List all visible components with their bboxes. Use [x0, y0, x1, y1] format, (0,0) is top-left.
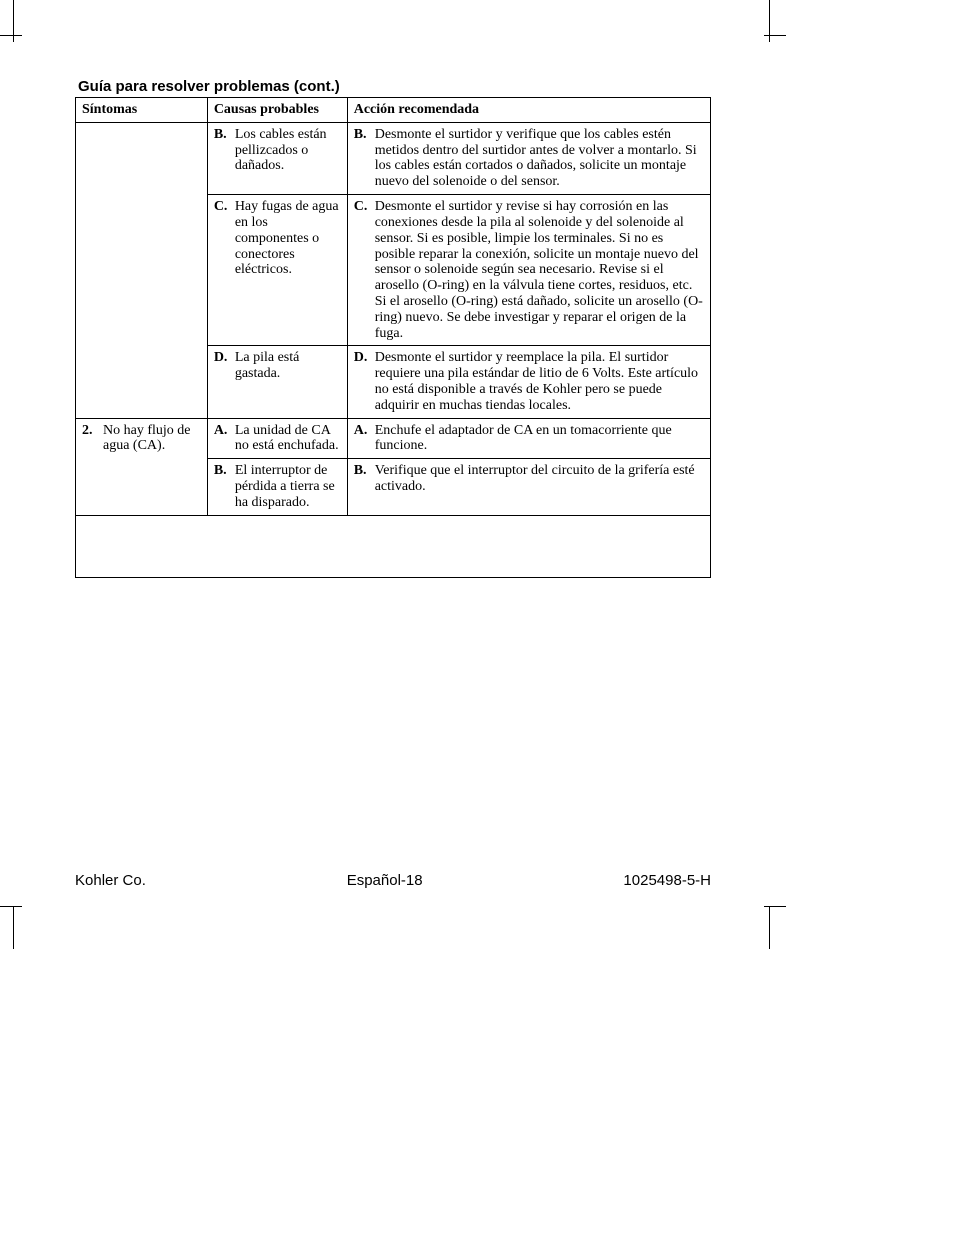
cause-text: El interruptor de pérdida a tierra se ha… [235, 463, 341, 510]
header-symptoms: Síntomas [76, 98, 208, 123]
action-marker: B. [354, 127, 371, 190]
table-row: B.Los cables están pellizcados o dañados… [76, 122, 711, 194]
table-row-empty [76, 515, 711, 577]
symptom-text: No hay flujo de agua (CA). [103, 423, 201, 455]
header-causes: Causas probables [207, 98, 347, 123]
action-text: Enchufe el adaptador de CA en un tomacor… [375, 423, 704, 455]
symptom-marker: 2. [82, 423, 99, 455]
cause-marker: D. [214, 350, 231, 382]
action-marker: D. [354, 350, 371, 413]
table-row: 2.No hay flujo de agua (CA). A.La unidad… [76, 418, 711, 459]
cause-marker: C. [214, 199, 231, 278]
action-text: Verifique que el interruptor del circuit… [375, 463, 704, 495]
action-text: Desmonte el surtidor y reemplace la pila… [375, 350, 704, 413]
action-text: Desmonte el surtidor y verifique que los… [375, 127, 704, 190]
footer-left: Kohler Co. [75, 872, 146, 889]
cause-marker: B. [214, 127, 231, 174]
footer-right: 1025498-5-H [623, 872, 711, 889]
cause-text: Los cables están pellizcados o dañados. [235, 127, 341, 174]
cause-text: Hay fugas de agua en los componentes o c… [235, 199, 341, 278]
footer-center: Español-18 [347, 872, 423, 889]
page-title: Guía para resolver problemas (cont.) [75, 78, 711, 95]
action-marker: B. [354, 463, 371, 495]
action-text: Desmonte el surtidor y revise si hay cor… [375, 199, 704, 341]
cause-text: La unidad de CA no está enchufada. [235, 423, 341, 455]
header-action: Acción recomendada [347, 98, 710, 123]
page-footer: Kohler Co. Español-18 1025498-5-H [75, 872, 711, 889]
action-marker: A. [354, 423, 371, 455]
cause-marker: A. [214, 423, 231, 455]
troubleshoot-table: Síntomas Causas probables Acción recomen… [75, 97, 711, 578]
cause-marker: B. [214, 463, 231, 510]
action-marker: C. [354, 199, 371, 341]
cause-text: La pila está gastada. [235, 350, 341, 382]
